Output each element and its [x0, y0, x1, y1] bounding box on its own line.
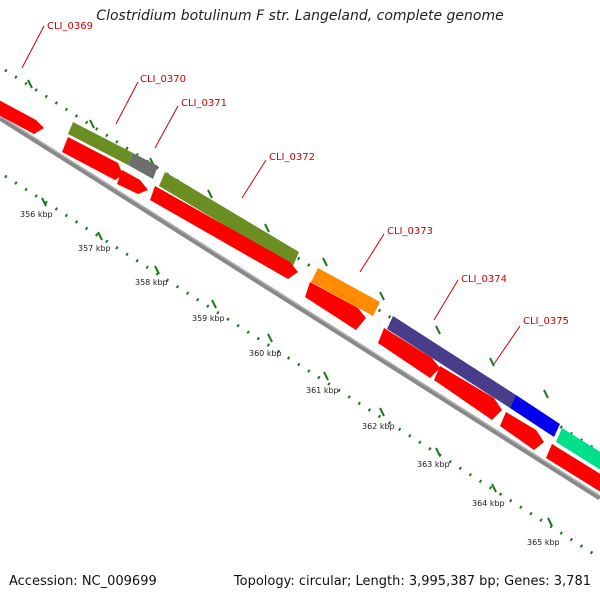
inner-major-ticks — [41, 197, 553, 527]
kbp-label: 364 kbp — [472, 499, 505, 508]
gene-cli-0370[interactable] — [68, 122, 133, 165]
kbp-label: 365 kbp — [527, 538, 560, 547]
gene-label[interactable]: CLI_0373 — [387, 226, 433, 237]
gene-cli-0374[interactable] — [387, 316, 516, 408]
gene-next[interactable] — [556, 428, 600, 472]
kbp-label: 362 kbp — [362, 422, 395, 431]
gene-label[interactable]: CLI_0370 — [140, 74, 186, 85]
kbp-label: 361 kbp — [306, 386, 339, 395]
kbp-label: 358 kbp — [135, 278, 168, 287]
gene-cli-0372[interactable] — [159, 172, 299, 266]
kbp-label: 360 kbp — [249, 349, 282, 358]
outer-major-ticks — [27, 79, 549, 399]
map-title: Clostridium botulinum F str. Langeland, … — [96, 8, 504, 24]
inner-tick-ring — [4, 174, 600, 560]
genome-backbone — [0, 115, 600, 501]
cds-features — [62, 137, 600, 492]
kbp-label: 356 kbp — [20, 210, 53, 219]
gene-label[interactable]: CLI_0372 — [269, 152, 315, 163]
gene-cli-0375[interactable] — [510, 395, 560, 437]
gene-label[interactable]: CLI_0369 — [47, 21, 93, 32]
gene-label[interactable]: CLI_0371 — [181, 98, 227, 109]
kbp-label: 357 kbp — [78, 244, 111, 253]
genome-summary-text: Topology: circular; Length: 3,995,387 bp… — [233, 574, 591, 589]
gene-cli-0369[interactable] — [0, 98, 44, 134]
gene-cli-0371[interactable] — [128, 153, 158, 179]
label-leaders — [21, 25, 521, 365]
gene-label[interactable]: CLI_0374 — [461, 274, 507, 285]
gene-cli-0373[interactable] — [311, 268, 380, 316]
accession-text: Accession: NC_009699 — [9, 574, 157, 589]
kbp-label: 359 kbp — [192, 314, 225, 323]
gene-label[interactable]: CLI_0375 — [523, 316, 569, 327]
kbp-label: 363 kbp — [417, 460, 450, 469]
